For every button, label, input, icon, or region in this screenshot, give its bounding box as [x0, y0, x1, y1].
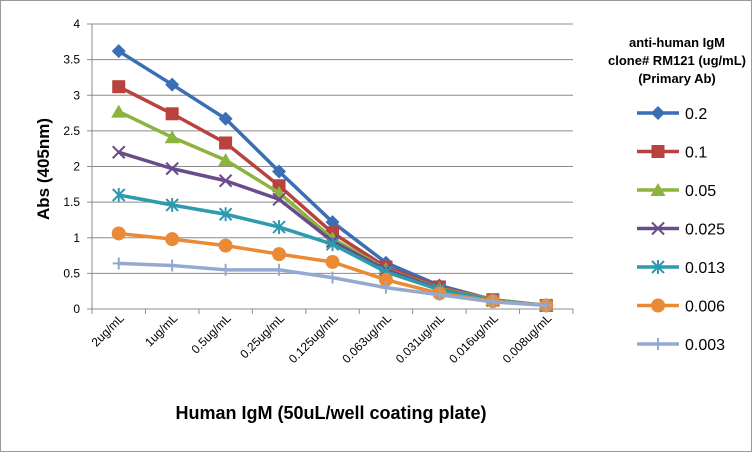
y-tick-label: 2	[73, 160, 80, 174]
legend-item-0.025: 0.025	[637, 222, 725, 239]
axes	[87, 23, 574, 314]
y-axis-title: Abs (405nm)	[34, 118, 53, 220]
legend-label: 0.013	[685, 260, 725, 277]
legend-title: clone# RM121 (ug/mL)	[608, 53, 746, 68]
legend-label: 0.1	[685, 145, 707, 162]
y-tick-label: 4	[73, 17, 80, 31]
data-point	[378, 272, 393, 287]
data-point	[379, 281, 392, 294]
y-tick-label: 3	[73, 88, 80, 102]
data-point	[111, 226, 126, 241]
tick-labels: 0 0.5 1 1.5 2 2.5 3 3.5 4 2ug/mL 1ug/mL 0.5ug/mL 0.2…	[63, 17, 554, 366]
legend-title: (Primary Ab)	[638, 71, 716, 86]
legend-item-0.2: 0.2	[637, 106, 707, 123]
x-axis-title: Human IgM (50uL/well coating plate)	[175, 403, 486, 423]
legend-label: 0.05	[685, 183, 716, 200]
data-point	[112, 188, 126, 202]
data-point	[325, 215, 340, 230]
data-point	[218, 238, 233, 253]
data-point	[165, 77, 180, 92]
data-point	[112, 257, 125, 270]
data-point	[273, 263, 286, 276]
legend-marker	[651, 298, 665, 313]
data-point	[272, 220, 286, 235]
x-tick-label: 0.031ug/mL	[393, 311, 448, 366]
data-point	[219, 263, 232, 276]
x-tick-label: 0.5ug/mL	[188, 311, 234, 357]
data-point	[486, 295, 499, 308]
data-point	[165, 107, 179, 121]
data-point	[218, 111, 233, 126]
y-tick-label: 2.5	[63, 124, 80, 138]
series-layer	[111, 44, 554, 313]
x-tick-label: 2ug/mL	[89, 311, 127, 349]
legend: anti-human IgM clone# RM121 (ug/mL) (Prima…	[608, 35, 746, 354]
x-tick-label: 0.008ug/mL	[500, 311, 555, 366]
data-point	[272, 247, 287, 262]
data-point	[325, 237, 340, 252]
data-point	[165, 161, 179, 176]
data-point	[219, 136, 233, 150]
data-point	[325, 254, 340, 269]
legend-marker	[651, 145, 665, 158]
y-tick-label: 0	[73, 302, 80, 316]
y-tick-label: 1.5	[63, 195, 80, 209]
data-point	[218, 207, 233, 222]
data-point	[218, 174, 233, 188]
legend-marker	[651, 221, 665, 236]
y-tick-label: 3.5	[63, 53, 80, 67]
data-point	[540, 299, 553, 312]
series-line	[118, 261, 547, 308]
legend-item-0.006: 0.006	[637, 298, 725, 316]
data-point	[326, 271, 339, 284]
x-tick-label: 0.125ug/mL	[286, 311, 341, 366]
x-tick-label: 1ug/mL	[142, 311, 180, 349]
x-tick-label: 0.016ug/mL	[446, 311, 501, 366]
legend-item-0.003: 0.003	[637, 337, 725, 354]
x-tick-label: 0.063ug/mL	[339, 311, 394, 366]
data-point	[111, 44, 126, 59]
data-point	[111, 104, 127, 118]
legend-item-0.1: 0.1	[637, 145, 707, 162]
legend-item-0.013: 0.013	[637, 260, 725, 277]
data-point	[433, 288, 446, 301]
legend-item-0.05: 0.05	[637, 183, 716, 200]
legend-marker	[651, 106, 665, 120]
data-point	[112, 145, 126, 159]
legend-marker	[652, 338, 664, 350]
data-point	[218, 153, 234, 167]
y-tick-label: 0.5	[63, 266, 80, 280]
data-point	[112, 80, 126, 94]
legend-marker	[651, 260, 665, 274]
data-point	[165, 197, 179, 212]
legend-label: 0.025	[685, 222, 725, 239]
legend-marker	[650, 183, 666, 196]
data-point	[164, 130, 180, 144]
legend-label: 0.2	[685, 106, 707, 123]
legend-label: 0.003	[685, 337, 725, 354]
legend-label: 0.006	[685, 299, 725, 316]
data-point	[166, 259, 179, 272]
x-tick-label: 0.25ug/mL	[237, 311, 287, 361]
data-point	[272, 164, 287, 179]
data-point	[272, 192, 286, 206]
legend-title: anti-human IgM	[629, 35, 725, 50]
data-point	[165, 232, 180, 247]
y-tick-label: 1	[73, 231, 80, 245]
series-0.003	[112, 257, 553, 312]
